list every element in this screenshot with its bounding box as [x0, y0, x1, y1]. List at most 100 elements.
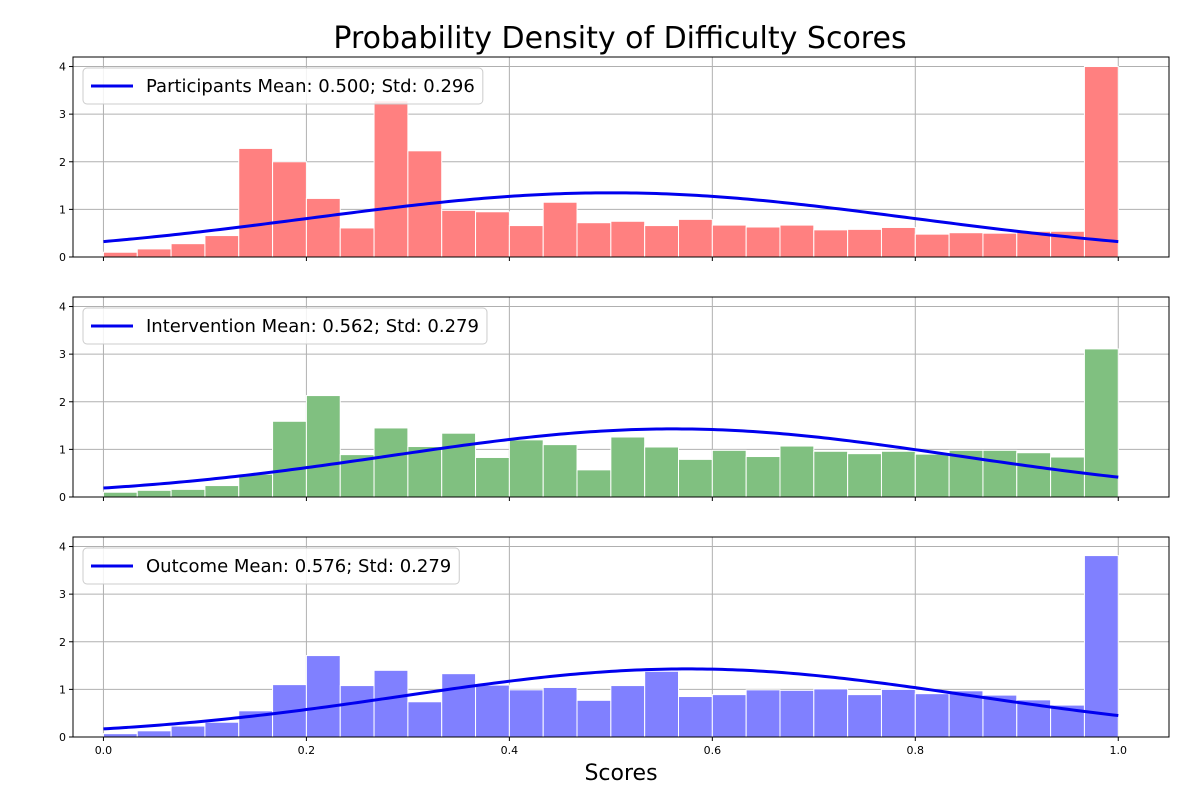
histogram-bar: [576, 222, 612, 258]
histogram-bar: [813, 688, 849, 738]
histogram-bar: [542, 201, 578, 258]
y-tick-label: 0: [59, 491, 66, 504]
histogram-bar: [373, 100, 409, 258]
histogram-bar: [508, 439, 544, 498]
x-tick-label: 0.6: [704, 744, 722, 757]
histogram-bar: [204, 721, 240, 738]
histogram-bar: [1083, 66, 1119, 258]
legend-label: Participants Mean: 0.500; Std: 0.296: [146, 76, 475, 97]
histogram-bar: [542, 444, 578, 498]
histogram-bar: [238, 473, 274, 498]
histogram-bar: [136, 730, 172, 738]
y-tick-label: 3: [59, 588, 66, 601]
x-tick-label: 0.8: [907, 744, 925, 757]
histogram-bar: [1083, 555, 1119, 738]
histogram-bar: [204, 485, 240, 498]
histogram-bar: [711, 224, 747, 258]
histogram-bar: [847, 694, 882, 738]
histogram-bar: [1083, 348, 1119, 498]
histogram-bar: [441, 673, 477, 738]
histogram-bar: [948, 232, 984, 258]
histogram-bar: [610, 436, 646, 498]
histogram-bar: [305, 197, 341, 258]
histogram-bar: [1050, 456, 1085, 498]
histogram-bar: [847, 228, 882, 258]
y-tick-label: 2: [59, 396, 66, 409]
histogram-bar: [238, 147, 274, 258]
histogram-bar: [711, 449, 747, 498]
chart-panels: 0 1 2 3 4 Participants Mean: 0.500; Std: 0.29…: [59, 56, 1170, 757]
histogram-bar: [542, 686, 578, 738]
legend-box: [82, 547, 460, 585]
plot-frame: [72, 296, 1170, 498]
y-tick-label: 3: [59, 348, 66, 361]
panel-2: 0 1 2 3 4 Intervention Mean: 0.562; Std: 0.27…: [59, 296, 1170, 504]
x-tick-label: 1.0: [1110, 744, 1128, 757]
histogram-bar: [880, 688, 916, 738]
legend: Participants Mean: 0.500; Std: 0.296: [82, 67, 484, 105]
y-tick-label: 4: [59, 301, 66, 314]
histogram-bar: [475, 684, 510, 738]
histogram-bar: [644, 670, 680, 738]
x-tick-label: 0.0: [95, 744, 113, 757]
y-tick-label: 1: [59, 203, 66, 216]
chart-title: Probability Density of Difficulty Scores: [333, 21, 906, 56]
histogram-bar: [272, 420, 307, 498]
histogram-bar: [678, 218, 713, 258]
histogram-bar: [272, 161, 307, 258]
histogram-bar: [982, 449, 1018, 498]
histogram-bar: [508, 225, 544, 258]
histogram-bar: [982, 232, 1018, 258]
histogram-bar: [339, 227, 375, 258]
histogram-bar: [475, 211, 510, 258]
histogram-bar: [407, 701, 443, 738]
density-curve: [103, 191, 1119, 244]
histogram-bar: [407, 446, 443, 498]
histogram-bar: [576, 699, 612, 738]
histogram-bar: [711, 694, 747, 738]
histogram-bar: [373, 669, 409, 738]
legend-box: [82, 307, 488, 345]
y-tick-label: 4: [59, 61, 66, 74]
histogram-bar: [847, 453, 882, 498]
density-curve: [103, 667, 1119, 731]
histogram-bar: [610, 220, 646, 258]
histogram-bar: [339, 685, 375, 738]
panel-1: 0 1 2 3 4 Participants Mean: 0.500; Std: 0.29…: [59, 56, 1170, 264]
histogram-bar: [813, 450, 849, 498]
histogram-bar: [305, 395, 341, 498]
y-tick-label: 4: [59, 541, 66, 554]
histogram-bar: [914, 693, 950, 738]
plot-frame: [72, 536, 1170, 738]
legend: Intervention Mean: 0.562; Std: 0.279: [82, 307, 488, 345]
histogram-bar: [305, 655, 341, 738]
histogram-bar: [880, 450, 916, 498]
histogram-bar: [136, 248, 172, 258]
histogram-bar: [779, 445, 815, 498]
plot-frame: [72, 56, 1170, 258]
histogram-bar: [204, 235, 240, 258]
y-tick-label: 0: [59, 251, 66, 264]
histogram-bar: [779, 689, 815, 738]
y-tick-label: 3: [59, 108, 66, 121]
histogram-bar: [170, 725, 206, 738]
histogram-bar: [644, 225, 680, 258]
histogram-bar: [576, 469, 612, 498]
legend-box: [82, 67, 484, 105]
x-tick-label: 0.2: [298, 744, 316, 757]
y-tick-label: 0: [59, 731, 66, 744]
legend-label: Intervention Mean: 0.562; Std: 0.279: [146, 316, 479, 337]
histogram-bar: [745, 226, 781, 258]
histogram-bar: [880, 226, 916, 258]
histogram-bar: [170, 488, 206, 498]
histogram-bar: [508, 689, 544, 738]
y-tick-label: 1: [59, 443, 66, 456]
histogram-bar: [102, 251, 138, 258]
histogram-bar: [678, 458, 713, 498]
x-axis-label: Scores: [584, 761, 657, 786]
histogram-bar: [610, 685, 646, 738]
histogram-bar: [441, 432, 477, 498]
histogram-bar: [745, 689, 781, 738]
histogram-bar: [136, 489, 172, 498]
